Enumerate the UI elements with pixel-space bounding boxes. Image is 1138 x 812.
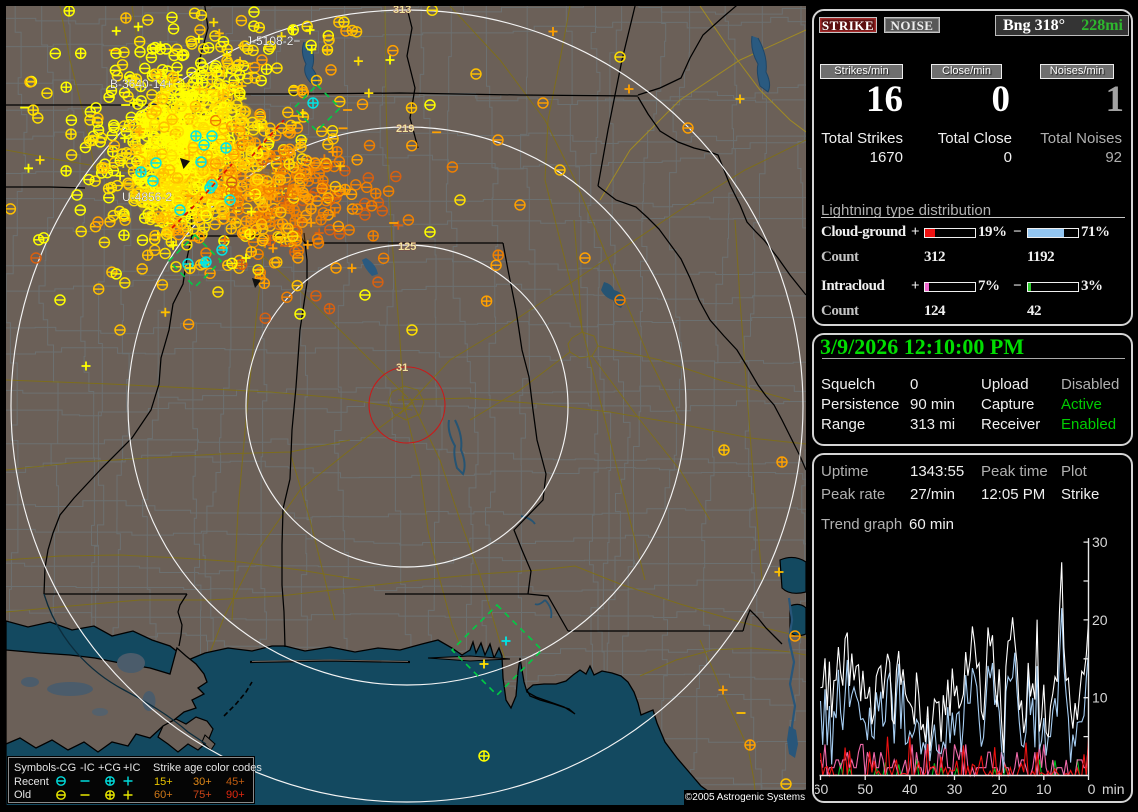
svg-text:B-3640-14+: B-3640-14+ bbox=[110, 77, 173, 91]
svg-text:U-4856-2: U-4856-2 bbox=[122, 190, 172, 204]
svg-text:0: 0 bbox=[1088, 781, 1096, 797]
svg-text:60: 60 bbox=[815, 781, 828, 797]
svg-text:219: 219 bbox=[396, 123, 414, 135]
svg-text:J-5108-2−: J-5108-2− bbox=[246, 34, 300, 48]
svg-text:125: 125 bbox=[398, 241, 416, 253]
svg-text:10: 10 bbox=[1036, 781, 1052, 797]
svg-text:40: 40 bbox=[902, 781, 918, 797]
svg-text:min: min bbox=[1102, 781, 1125, 797]
svg-text:30: 30 bbox=[1092, 535, 1108, 550]
svg-text:313: 313 bbox=[393, 6, 411, 16]
svg-text:30: 30 bbox=[947, 781, 963, 797]
svg-text:20: 20 bbox=[991, 781, 1007, 797]
svg-text:31: 31 bbox=[396, 362, 408, 374]
svg-text:20: 20 bbox=[1092, 612, 1108, 628]
svg-text:10: 10 bbox=[1092, 690, 1108, 706]
svg-text:50: 50 bbox=[857, 781, 873, 797]
